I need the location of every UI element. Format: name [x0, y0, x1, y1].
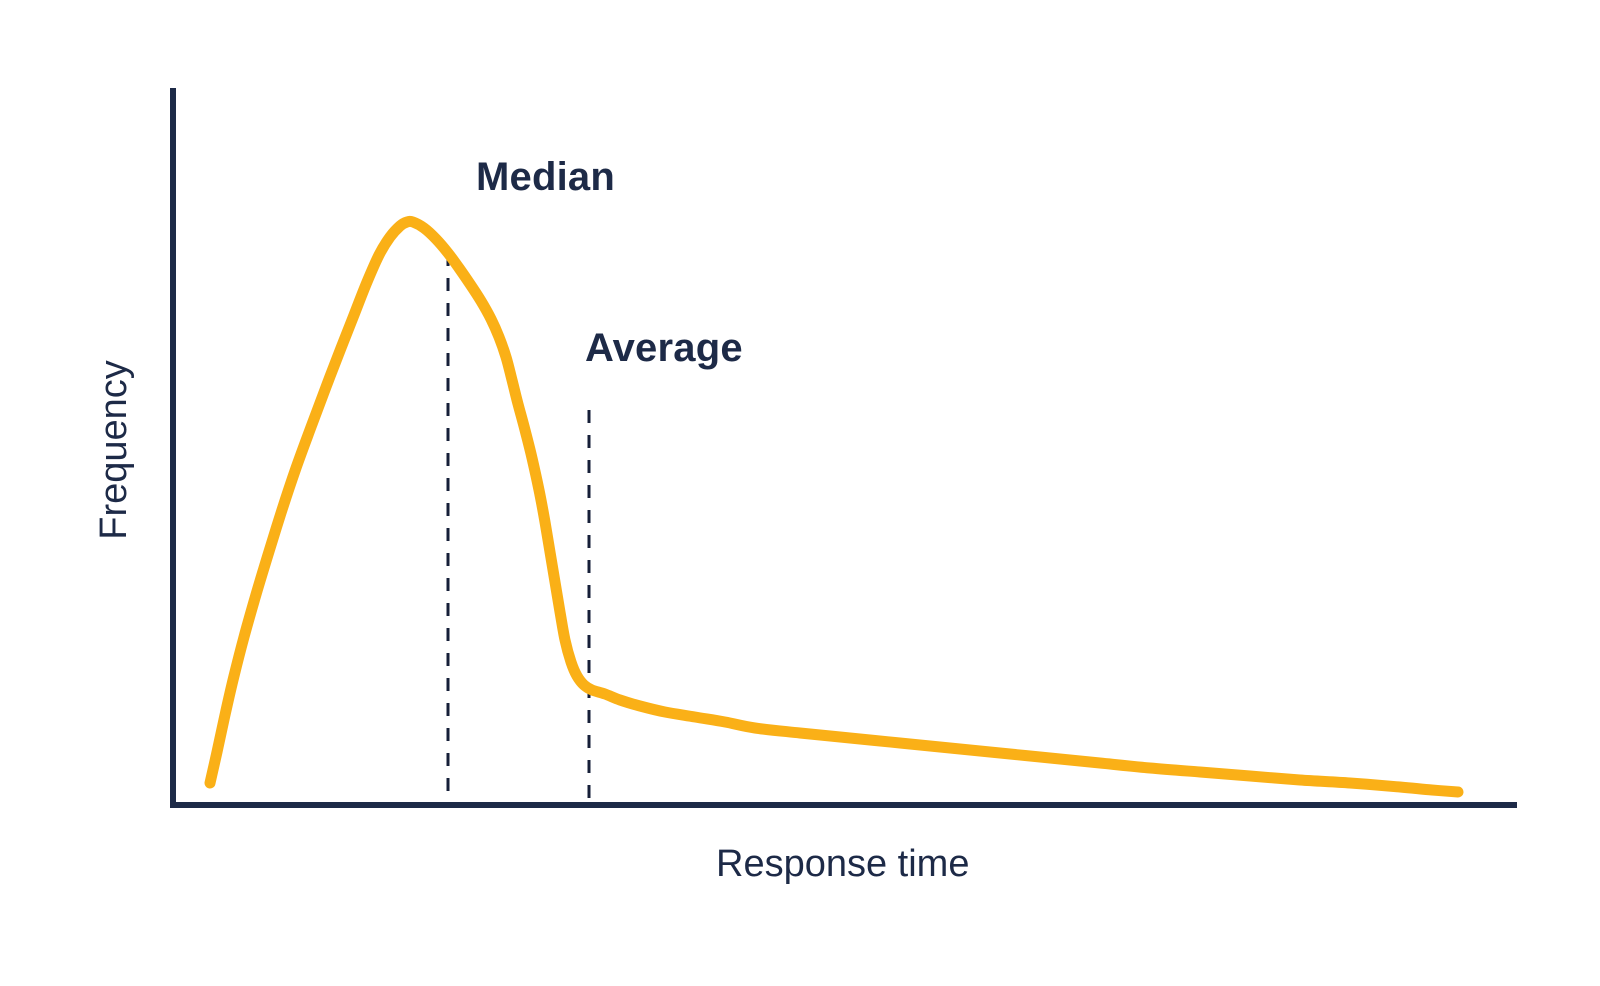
median-annotation-label: Median	[476, 155, 615, 199]
average-annotation-label: Average	[585, 326, 743, 370]
x-axis-label: Response time	[716, 843, 970, 885]
y-axis-label: Frequency	[93, 360, 135, 540]
